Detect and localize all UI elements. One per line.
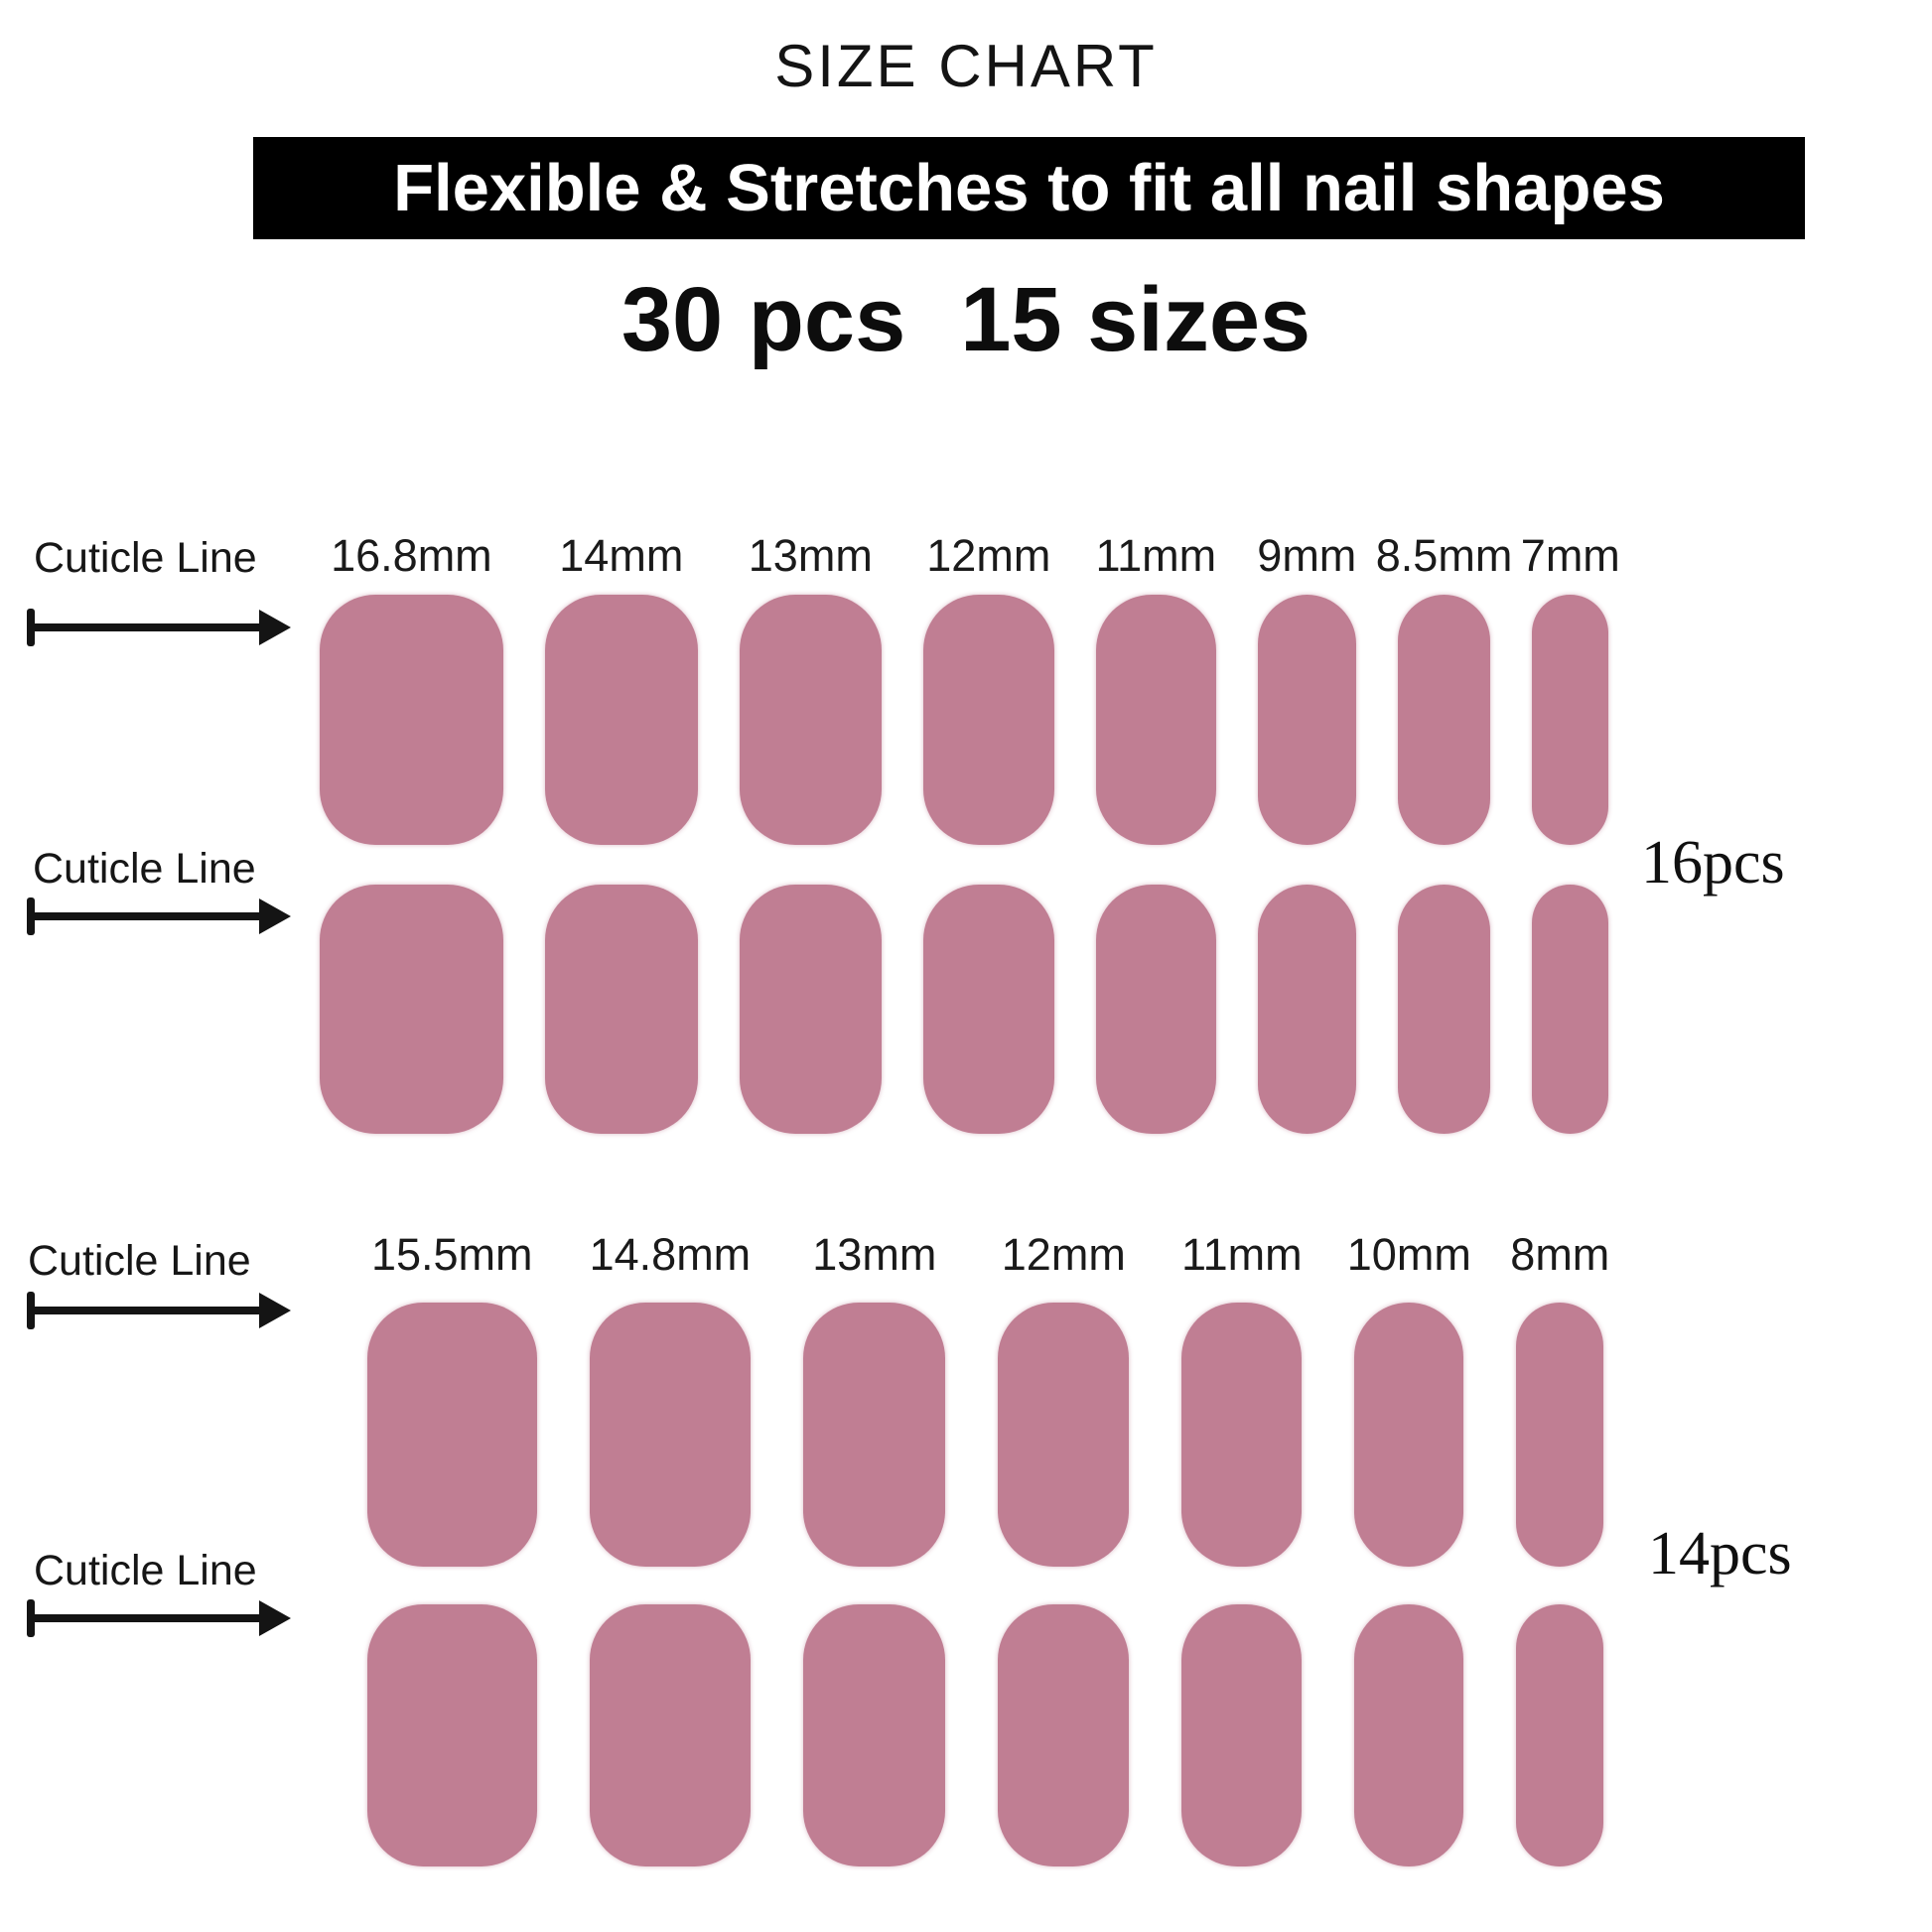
nail-shape-10mm — [1354, 1303, 1464, 1567]
cuticle-line-arrow-1 — [27, 609, 291, 646]
nail-shape-16.8mm — [320, 595, 503, 845]
nail-shape-8.5mm — [1397, 595, 1491, 845]
size-label-9mm: 9mm — [1257, 530, 1357, 581]
sizes-total: 15 sizes — [960, 269, 1311, 370]
nail-shape-16.8mm — [320, 885, 503, 1134]
arrow-line — [30, 623, 267, 631]
nail-shape-10mm — [1354, 1604, 1464, 1866]
nail-shape-14mm — [544, 595, 698, 845]
nail-shape-7mm — [1532, 595, 1609, 845]
nail-shape-11mm — [1095, 885, 1216, 1134]
size-label-11mm: 11mm — [1180, 1229, 1303, 1280]
nail-row-2 — [320, 885, 1609, 1134]
cuticle-line-label-1: Cuticle Line — [34, 534, 257, 582]
nail-shape-15.5mm — [367, 1303, 537, 1567]
nail-shape-13mm — [739, 885, 882, 1134]
arrow-head-icon — [259, 610, 291, 645]
nail-row-4 — [367, 1604, 1604, 1866]
subtitle: 30 pcs 15 sizes — [0, 268, 1932, 372]
nail-shape-13mm — [803, 1303, 946, 1567]
banner-text: Flexible & Stretches to fit all nail sha… — [393, 151, 1665, 225]
nail-shape-9mm — [1257, 595, 1356, 845]
banner: Flexible & Stretches to fit all nail sha… — [253, 137, 1805, 239]
nail-shape-8mm — [1516, 1303, 1604, 1567]
cuticle-line-label-2: Cuticle Line — [33, 845, 256, 893]
nail-shape-13mm — [803, 1604, 946, 1866]
nail-shape-12mm — [922, 885, 1054, 1134]
size-label-10mm: 10mm — [1346, 1229, 1471, 1280]
nail-shape-11mm — [1181, 1604, 1303, 1866]
arrow-line — [30, 1307, 267, 1314]
arrow-head-icon — [259, 1293, 291, 1328]
size-label-11mm: 11mm — [1095, 530, 1217, 581]
size-label-12mm: 12mm — [1001, 1229, 1126, 1280]
nail-shape-8mm — [1516, 1604, 1604, 1866]
nail-shape-8.5mm — [1397, 885, 1491, 1134]
nail-shape-15.5mm — [367, 1604, 537, 1866]
size-label-12mm: 12mm — [926, 530, 1051, 581]
cuticle-line-arrow-4 — [27, 1599, 291, 1637]
nail-shape-11mm — [1095, 595, 1216, 845]
nail-shape-9mm — [1257, 885, 1356, 1134]
nail-shape-12mm — [922, 595, 1054, 845]
size-label-7mm: 7mm — [1520, 530, 1620, 581]
nail-shape-14.8mm — [589, 1604, 752, 1866]
nail-shape-14.8mm — [589, 1303, 752, 1567]
arrow-line — [30, 912, 267, 920]
cuticle-line-label-4: Cuticle Line — [34, 1547, 257, 1594]
cuticle-line-arrow-2 — [27, 897, 291, 935]
size-label-row-2: 15.5mm 14.8mm 13mm 12mm 11mm 10mm 8mm — [367, 1229, 1610, 1281]
arrow-head-icon — [259, 898, 291, 934]
size-label-8mm: 8mm — [1510, 1229, 1610, 1280]
size-label-row-1: 16.8mm 14mm 13mm 12mm 11mm 9mm 8.5mm 7mm — [320, 530, 1620, 582]
nail-row-3 — [367, 1303, 1604, 1567]
cuticle-line-label-3: Cuticle Line — [28, 1237, 251, 1285]
nail-shape-13mm — [739, 595, 882, 845]
nail-row-1 — [320, 595, 1609, 845]
size-label-16.8mm: 16.8mm — [331, 530, 492, 581]
page-title: SIZE CHART — [774, 33, 1158, 99]
size-label-13mm: 13mm — [748, 530, 873, 581]
nail-shape-12mm — [998, 1303, 1130, 1567]
pieces-count-group-1: 16pcs — [1641, 829, 1785, 897]
nail-shape-11mm — [1181, 1303, 1303, 1567]
size-label-14mm: 14mm — [559, 530, 684, 581]
size-label-14.8mm: 14.8mm — [589, 1229, 752, 1280]
size-label-15.5mm: 15.5mm — [370, 1229, 533, 1280]
size-label-13mm: 13mm — [812, 1229, 937, 1280]
pieces-total: 30 pcs — [621, 269, 906, 370]
nail-shape-7mm — [1532, 885, 1609, 1134]
nail-shape-14mm — [544, 885, 698, 1134]
arrow-head-icon — [259, 1600, 291, 1636]
nail-shape-12mm — [998, 1604, 1130, 1866]
pieces-count-group-2: 14pcs — [1648, 1520, 1792, 1587]
arrow-line — [30, 1614, 267, 1622]
size-label-8.5mm: 8.5mm — [1375, 530, 1513, 581]
cuticle-line-arrow-3 — [27, 1292, 291, 1329]
